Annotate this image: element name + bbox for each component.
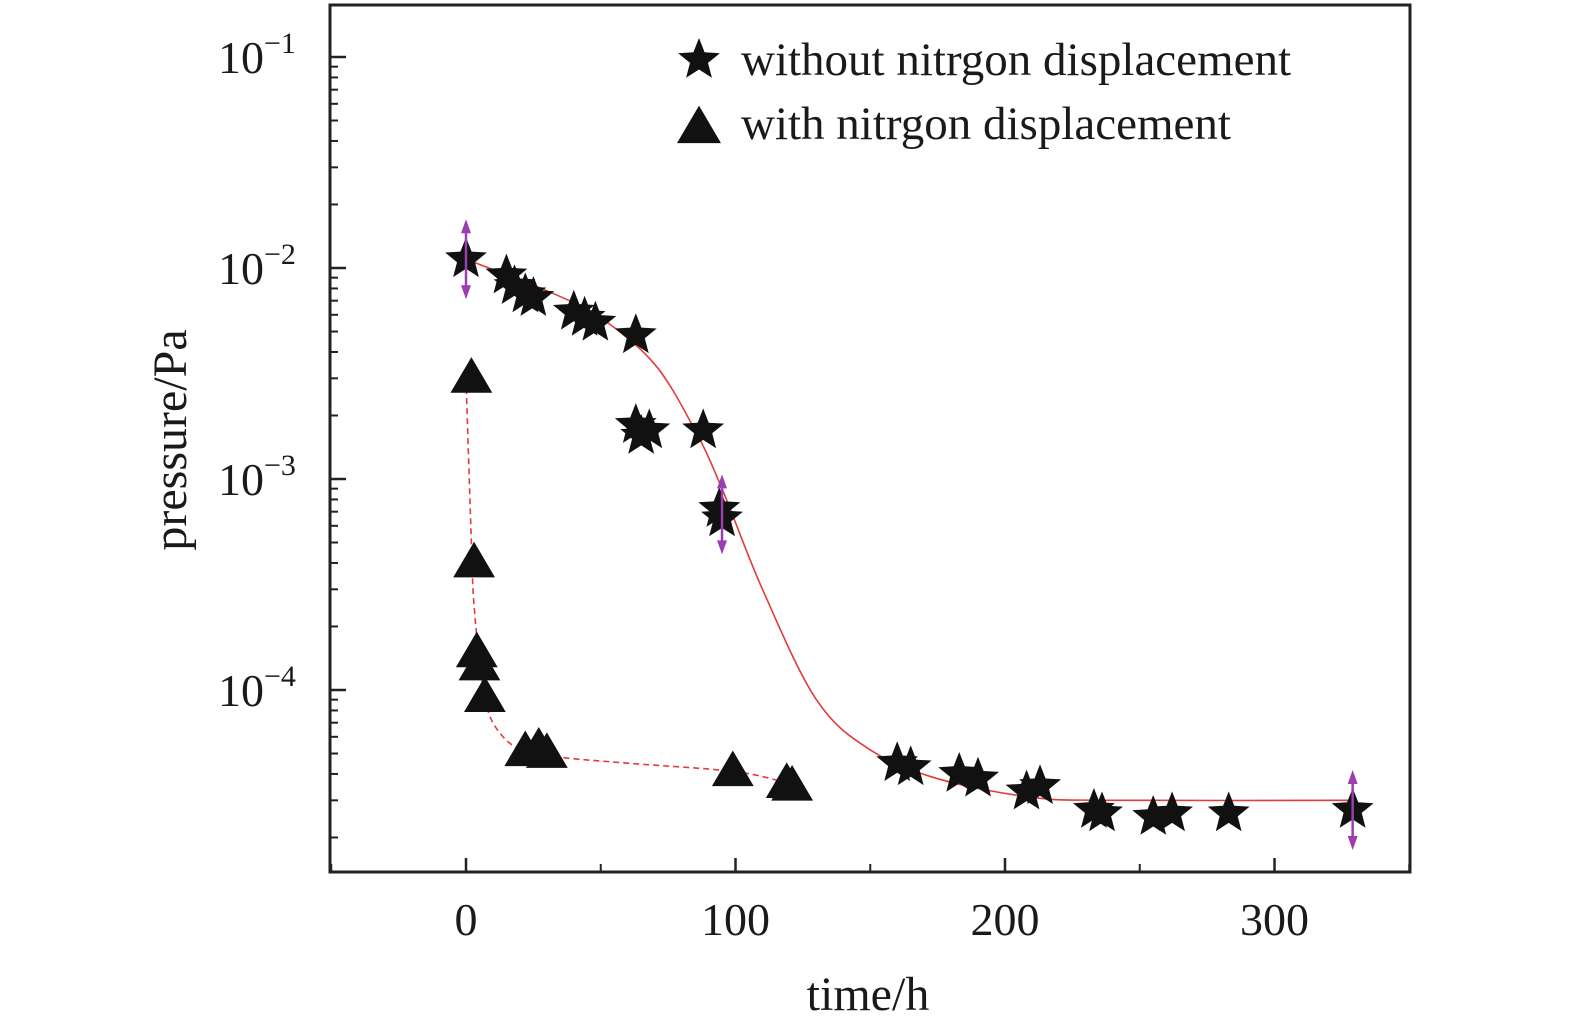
triangle-marker	[450, 357, 493, 393]
fit-lines	[465, 258, 1353, 802]
triangle-marker	[458, 644, 501, 681]
triangle-marker	[771, 764, 813, 801]
triangle-marker	[453, 541, 495, 578]
legend-label: with nitrgon displacement	[741, 98, 1231, 150]
star-marker	[512, 276, 555, 316]
error-bars	[461, 219, 1358, 850]
star-marker	[889, 745, 932, 786]
triangle-marker	[463, 676, 506, 713]
star-marker	[1132, 795, 1175, 835]
y-tick-label: 10−2	[218, 238, 296, 294]
star-marker	[1005, 769, 1048, 810]
legend-star-symbol	[678, 38, 720, 78]
star-marker	[957, 756, 999, 797]
star-marker	[682, 408, 725, 449]
y-tick-label: 10−1	[218, 27, 296, 83]
error-bar-cap-bottom	[461, 285, 471, 300]
star-marker	[614, 403, 657, 443]
x-axis-title: time/h	[807, 968, 930, 1021]
star-marker	[614, 313, 657, 354]
data-markers	[445, 237, 1374, 835]
error-bar-cap-top	[1347, 769, 1358, 784]
star-marker	[493, 264, 536, 304]
error-bar-cap-top	[717, 474, 728, 489]
star-marker	[1019, 764, 1061, 804]
error-bar-cap-top	[461, 219, 471, 234]
legend-triangle-symbol	[677, 105, 721, 144]
star-marker	[1151, 791, 1193, 832]
star-marker	[628, 408, 671, 449]
star-marker	[552, 289, 595, 330]
triangle-marker	[525, 732, 568, 768]
star-marker	[574, 300, 617, 341]
y-axis-title: pressure/Pa	[144, 329, 197, 550]
fit-line-series-0	[465, 258, 1353, 802]
axes: 0 100 200 300 10−1 10−2 10−3 10−4	[218, 3, 1412, 945]
star-marker	[1081, 791, 1123, 832]
x-tick-label: 0	[455, 894, 478, 945]
x-tick-label: 100	[701, 894, 770, 945]
star-marker	[485, 253, 528, 294]
y-tick-label: 10−4	[218, 660, 296, 716]
x-tick-label: 300	[1240, 894, 1309, 945]
error-bar-cap-bottom	[1347, 835, 1358, 850]
triangle-marker	[711, 750, 754, 787]
x-tick-label: 200	[971, 894, 1040, 945]
star-marker	[1207, 791, 1250, 832]
legend: without nitrgon displacement with nitrgon…	[677, 34, 1291, 150]
y-tick-label: 10−3	[218, 449, 296, 505]
error-bar-cap-bottom	[717, 540, 728, 555]
legend-label: without nitrgon displacement	[741, 34, 1291, 86]
